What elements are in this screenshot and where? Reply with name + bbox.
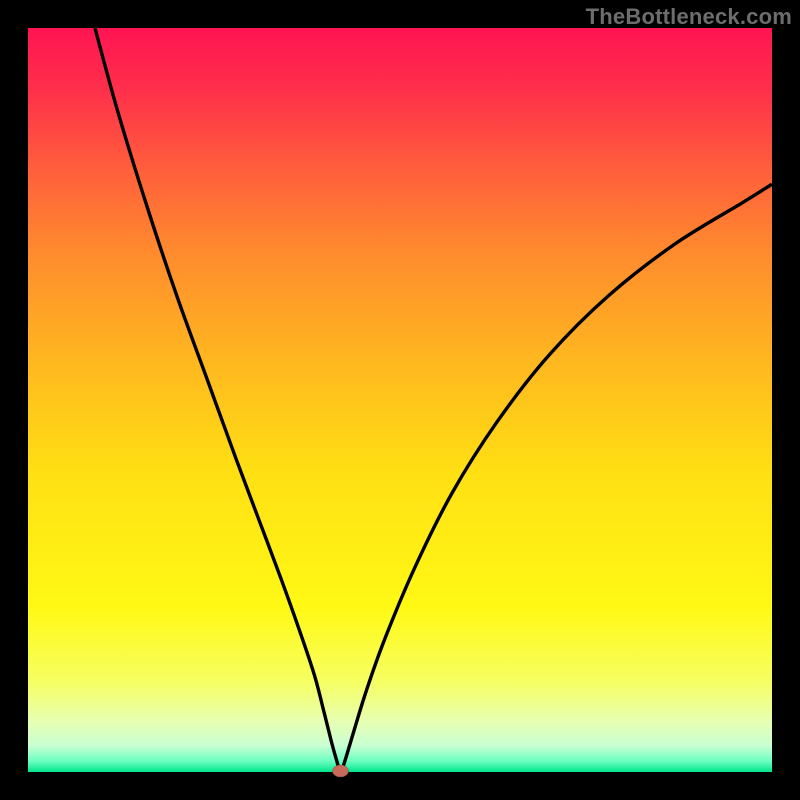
gradient-background [28, 28, 772, 772]
optimum-marker [332, 765, 348, 777]
chart-stage: TheBottleneck.com [0, 0, 800, 800]
bottleneck-chart [0, 0, 800, 800]
